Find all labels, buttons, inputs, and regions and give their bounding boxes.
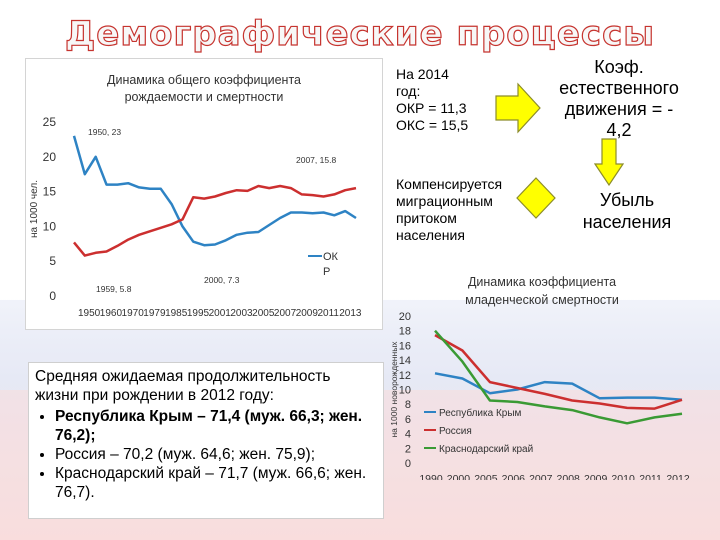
chart1-x-tick: 2001	[209, 308, 232, 319]
chart2-y-tick: 8	[405, 399, 411, 411]
koef-line1: Коэф.	[594, 57, 644, 77]
chart2-x-tick: 1990	[419, 473, 443, 480]
chart2-y-tick: 0	[405, 458, 411, 470]
chart2-x-tick: 2000	[447, 473, 471, 480]
chart2-x-tick: 2007	[529, 473, 553, 480]
chart2-x-tick: 2008	[557, 473, 581, 480]
population-decline: Убыль населения	[568, 189, 686, 233]
infant-mortality-chart-panel: Динамика коэффициента младенческой смерт…	[389, 260, 700, 485]
chart2-x-tick: 2005	[474, 473, 498, 480]
chart2-legend-label: Краснодарский край	[439, 444, 533, 455]
info-2014: На 2014 год: ОКР = 11,3 ОКС = 15,5	[396, 66, 506, 134]
birth-death-chart: Динамика общего коэффициента рождаемости…	[29, 73, 362, 319]
chart1-y-tick: 15	[43, 185, 57, 199]
chart2-series-line	[434, 329, 683, 425]
chart1-y-tick: 25	[43, 115, 57, 129]
chart1-y-tick: 5	[49, 254, 56, 268]
chart2-legend-label: Республика Крым	[439, 407, 522, 419]
chart2-y-tick: 6	[405, 414, 411, 426]
chart1-x-tick: 1985	[165, 308, 188, 319]
down-arrow-icon	[594, 138, 624, 186]
chart1-y-tick: 20	[43, 150, 57, 164]
chart1-series-birth	[72, 135, 357, 247]
komp-line2: миграционным	[396, 193, 493, 209]
komp-line1: Компенсируется	[396, 176, 503, 192]
chart2-series-line	[434, 372, 683, 402]
chart1-annotation: 1950, 23	[88, 127, 121, 137]
chart1-series-death	[73, 184, 357, 257]
chart2-legend-label: Россия	[439, 426, 472, 437]
chart1-x-tick: 2011	[317, 308, 339, 319]
chart2-y-tick: 2	[405, 443, 411, 455]
chart1-annotation: 2000, 7.3	[204, 275, 240, 285]
right-arrow-icon	[495, 82, 541, 134]
chart1-legend-text: ОК	[323, 251, 339, 263]
infant-mortality-chart: Динамика коэффициента младенческой смерт…	[389, 275, 690, 485]
chart1-y-tick: 10	[43, 219, 57, 233]
chart2-title-line2: младенческой смертности	[465, 293, 619, 307]
komp-line4: населения	[396, 227, 465, 243]
ubyl-line1: Убыль	[599, 190, 655, 210]
chart1-title-line2: рождаемости и смертности	[125, 90, 284, 104]
chart1-legend-text: Р	[323, 266, 330, 278]
chart1-x-tick: 2009	[296, 308, 319, 319]
birth-death-chart-panel: Динамика общего коэффициента рождаемости…	[25, 58, 383, 330]
info-2014-line4: ОКС = 15,5	[396, 117, 469, 133]
chart1-x-tick: 2005	[252, 308, 275, 319]
life-list: Республика Крым – 71,4 (муж. 66,3; жен. …	[29, 407, 383, 502]
chart2-y-tick: 4	[405, 429, 411, 441]
chart2-y-tick: 10	[399, 385, 411, 397]
chart2-x-tick: 2012	[666, 473, 690, 480]
chart1-x-tick: 2003	[230, 308, 253, 319]
chart2-y-tick: 18	[399, 326, 411, 338]
chart2-y-axis-label: на 1000 новорожденных	[390, 341, 399, 438]
chart2-y-tick: 20	[399, 311, 411, 323]
chart1-x-tick: 2013	[339, 308, 362, 319]
chart1-x-tick: 1970	[122, 308, 145, 319]
ubyl-line2: населения	[582, 212, 672, 232]
life-item-krasnodar: Краснодарский край – 71,7 (муж. 66,6; же…	[55, 464, 379, 502]
migration-compensation: Компенсируется миграционным притоком нас…	[396, 176, 532, 244]
life-intro: Средняя ожидаемая продолжительность жизн…	[35, 368, 331, 404]
chart2-y-tick: 16	[399, 340, 411, 352]
chart1-title-line1: Динамика общего коэффициента	[107, 73, 301, 87]
chart1-x-tick: 2007	[274, 308, 297, 319]
info-2014-line3: ОКР = 11,3	[396, 100, 467, 116]
natural-growth-coefficient: Коэф. естественного движения = - 4,2	[540, 57, 698, 141]
chart1-y-axis-label: на 1000 чел.	[29, 180, 40, 238]
info-2014-line2: год:	[396, 83, 421, 99]
chart2-x-tick: 2006	[502, 473, 526, 480]
chart2-x-tick: 2009	[584, 473, 608, 480]
info-2014-line1: На 2014	[396, 66, 449, 82]
slide-title: Демографические процессы	[64, 13, 655, 54]
chart1-x-tick: 1995	[187, 308, 210, 319]
chart1-x-tick: 1950	[78, 308, 101, 319]
life-item-russia: Россия – 70,2 (муж. 64,6; жен. 75,9);	[55, 445, 379, 464]
chart1-annotation: 1959, 5.8	[96, 284, 132, 294]
chart1-x-tick: 1979	[143, 308, 166, 319]
koef-line2: естественного	[559, 78, 679, 98]
life-item-crimea-text: Республика Крым – 71,4 (муж. 66,3; жен. …	[55, 408, 363, 444]
chart1-annotation: 2007, 15.8	[296, 155, 336, 165]
chart1-x-tick: 1960	[100, 308, 123, 319]
komp-line3: притоком	[396, 210, 457, 226]
koef-line4: 4,2	[606, 120, 632, 140]
chart2-y-tick: 14	[399, 355, 411, 367]
chart2-series-line	[434, 334, 683, 410]
diamond-icon	[516, 177, 556, 219]
chart2-y-tick: 12	[399, 370, 411, 382]
life-expectancy-box: Средняя ожидаемая продолжительность жизн…	[28, 362, 384, 519]
chart2-x-tick: 2010	[611, 473, 635, 480]
chart2-title-line1: Динамика коэффициента	[468, 275, 616, 289]
chart1-y-tick: 0	[49, 289, 56, 303]
life-item-crimea: Республика Крым – 71,4 (муж. 66,3; жен. …	[55, 407, 379, 445]
chart2-x-tick: 2011	[639, 473, 662, 480]
koef-line3: движения = -	[564, 99, 674, 119]
